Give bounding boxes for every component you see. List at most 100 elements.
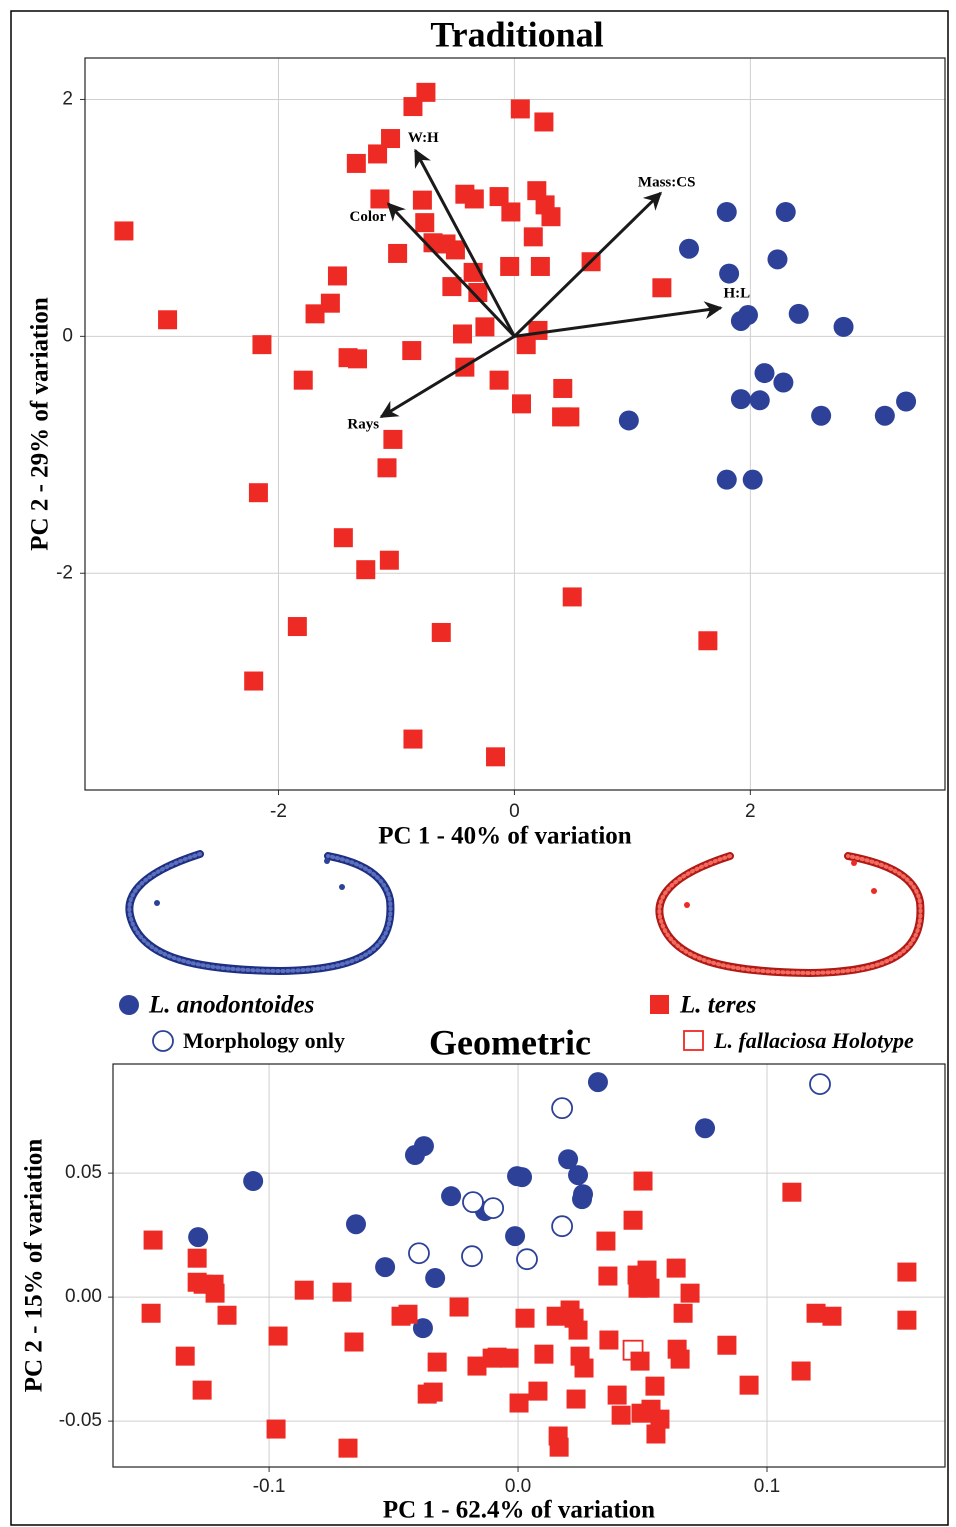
point	[622, 1339, 644, 1361]
point	[719, 263, 740, 284]
point	[650, 1409, 670, 1429]
plot-frame	[84, 57, 946, 791]
loading-arrow	[379, 335, 516, 419]
point	[158, 310, 178, 330]
point	[501, 202, 521, 222]
figure-border	[10, 10, 949, 1526]
loading-arrow	[514, 301, 723, 338]
point	[475, 317, 495, 337]
legend: L. anodontoides Morphology only L. teres L.…	[119, 992, 914, 1053]
point	[645, 1376, 665, 1396]
point	[742, 469, 763, 490]
point	[596, 1231, 616, 1251]
point	[623, 1210, 643, 1230]
legend-key	[119, 995, 139, 1015]
point	[775, 201, 796, 222]
point	[523, 227, 543, 247]
point	[574, 1358, 594, 1378]
point	[528, 1381, 548, 1401]
point	[587, 1072, 608, 1093]
point	[427, 1352, 447, 1372]
point	[528, 320, 548, 340]
point	[333, 528, 353, 548]
point	[598, 1266, 618, 1286]
point	[695, 1118, 716, 1139]
point	[461, 1245, 483, 1268]
point	[572, 1189, 593, 1210]
point	[666, 1258, 686, 1278]
y-tick-label: 0	[62, 325, 73, 346]
point	[716, 201, 737, 222]
point	[383, 429, 403, 449]
point	[368, 144, 388, 164]
point	[445, 240, 465, 260]
point	[252, 335, 272, 355]
point	[737, 305, 758, 326]
point	[453, 324, 473, 344]
point	[534, 1344, 554, 1364]
point	[431, 622, 451, 642]
point	[348, 349, 368, 369]
point	[652, 278, 672, 298]
point	[767, 249, 788, 270]
arrow-label: Mass:CS	[638, 174, 696, 190]
legend-label: Morphology only	[183, 1028, 345, 1053]
point	[897, 1262, 917, 1282]
point	[404, 1145, 425, 1166]
point	[716, 469, 737, 490]
point	[670, 1349, 690, 1369]
x-tick-label: 0.0	[505, 1476, 531, 1497]
point	[217, 1305, 237, 1325]
legend-key	[152, 1030, 174, 1052]
point	[551, 1215, 574, 1238]
y-tick-label: -0.05	[59, 1410, 102, 1431]
point	[175, 1346, 195, 1366]
point	[511, 394, 531, 414]
point	[345, 1214, 366, 1235]
point	[346, 153, 366, 173]
point	[482, 1197, 505, 1219]
point	[377, 458, 397, 478]
point	[305, 304, 325, 324]
point	[388, 243, 408, 263]
legend-key	[683, 1030, 704, 1051]
legend-label: L. fallaciosa Holotype	[713, 1028, 914, 1053]
shape-outline-blue	[125, 850, 395, 976]
point	[398, 1304, 418, 1324]
y-tick-label: -2	[56, 562, 73, 583]
point	[749, 390, 770, 411]
point	[833, 316, 854, 337]
point	[356, 560, 376, 580]
point	[412, 1318, 433, 1339]
point	[442, 277, 462, 297]
point	[646, 1424, 666, 1444]
point	[467, 1356, 487, 1376]
point	[509, 1393, 529, 1413]
plot-area	[85, 58, 945, 790]
point	[248, 483, 268, 503]
point	[754, 363, 775, 384]
point	[320, 293, 340, 313]
point	[698, 631, 718, 651]
point	[294, 1280, 314, 1300]
plot-frame	[112, 1063, 946, 1468]
point	[568, 1320, 588, 1340]
shape-outline-red	[655, 852, 925, 978]
arrow-label: H:L	[724, 285, 751, 301]
point	[553, 378, 573, 398]
point	[332, 1282, 352, 1302]
legend-label: L. anodontoides	[148, 992, 314, 1019]
point	[192, 1380, 212, 1400]
point	[560, 407, 580, 427]
point	[141, 1303, 161, 1323]
point	[611, 1405, 631, 1425]
point	[562, 587, 582, 607]
point	[188, 1227, 209, 1248]
point	[462, 1191, 484, 1214]
point	[679, 238, 700, 259]
point	[534, 112, 554, 132]
point	[402, 341, 422, 361]
point	[415, 213, 435, 233]
point	[806, 1303, 826, 1323]
x-axis-label: PC 1 - 62.4% of variation	[383, 1497, 655, 1524]
